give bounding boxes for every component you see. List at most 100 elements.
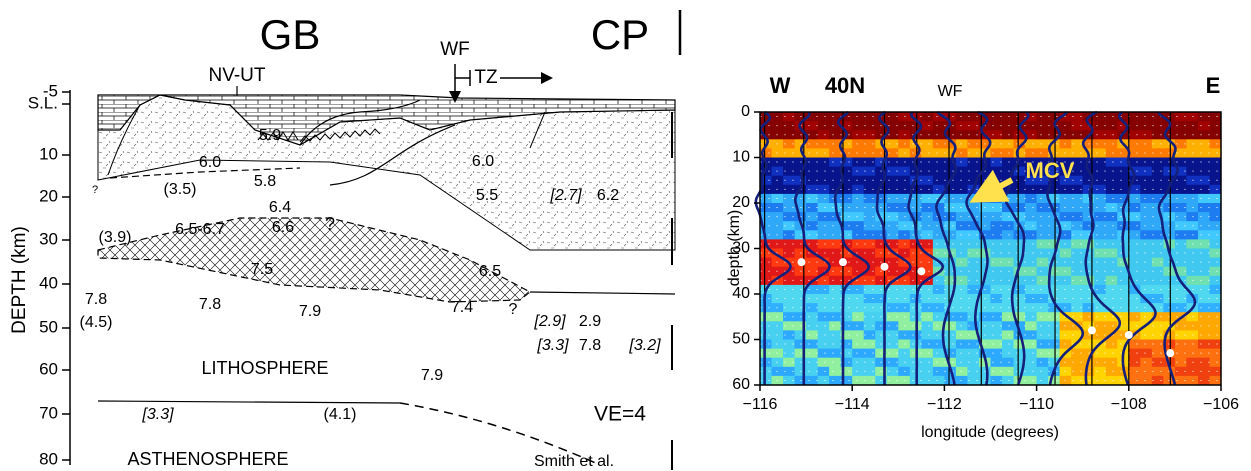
heat-cell: [1197, 321, 1210, 331]
heat-cell: [852, 266, 865, 277]
heat-cell: [863, 184, 876, 195]
heat-cell: [840, 139, 853, 149]
heat-cell: [990, 112, 1003, 122]
heat-cell: [1209, 148, 1222, 158]
heat-cell: [944, 321, 957, 331]
heat-cell: [1128, 148, 1141, 158]
heat-cell: [1094, 203, 1107, 213]
heat-cell: [1048, 266, 1061, 277]
lab-boundary: [97, 400, 401, 404]
heat-cell: [829, 284, 842, 295]
heat-cell: [840, 294, 853, 304]
heat-cell: [909, 193, 922, 204]
heat-cell: [863, 266, 876, 277]
heat-cell: [886, 348, 899, 359]
heat-cell: [967, 157, 980, 168]
heat-cell: [1151, 284, 1164, 295]
heat-cell: [967, 221, 980, 231]
heat-cell: [829, 230, 842, 240]
heat-cell: [783, 375, 796, 386]
heat-cell: [1117, 303, 1130, 313]
heat-cell: [921, 139, 934, 149]
heat-cell: [760, 357, 773, 368]
heat-cell: [863, 203, 876, 213]
heat-cell: [932, 184, 945, 195]
heat-cell: [829, 357, 842, 368]
heat-cell: [1174, 239, 1187, 249]
peak-dot: [917, 267, 926, 276]
detachment: [257, 128, 381, 143]
heat-cell: [932, 312, 945, 322]
heat-cell: [1048, 221, 1061, 231]
heat-cell: [1071, 366, 1084, 377]
heat-cell: [990, 366, 1003, 377]
heat-cell: [1105, 212, 1118, 222]
y-tick-label: 60: [732, 376, 750, 393]
heat-cell: [1048, 339, 1061, 350]
heat-cell: [1036, 294, 1049, 304]
heat-cell: [1151, 157, 1164, 168]
fault: [107, 104, 141, 176]
velocity-label: 6.2: [597, 187, 619, 204]
heat-cell: [1013, 148, 1026, 158]
heat-cell: [1071, 303, 1084, 313]
y-tick-label: 40: [732, 285, 750, 302]
heat-cell: [1036, 266, 1049, 277]
heat-cell: [1094, 175, 1107, 186]
peak-dot: [1166, 349, 1175, 358]
trace: [793, 111, 831, 385]
heat-cell: [1197, 375, 1210, 386]
heat-cell: [1209, 275, 1222, 286]
velocity-label: 6.0: [472, 153, 494, 170]
y-axis-label: depth (km): [726, 210, 743, 286]
heat-cell: [1117, 166, 1130, 177]
heat-cell: [944, 230, 957, 240]
heat-cell: [1128, 366, 1141, 377]
heat-cell: [1209, 366, 1222, 377]
heat-cell: [1025, 184, 1038, 195]
heat-cell: [1071, 175, 1084, 186]
heat-cell: [783, 166, 796, 177]
heat-cell: [1025, 257, 1038, 268]
heat-cell: [1209, 139, 1222, 149]
heat-cell: [783, 348, 796, 359]
y-tick-label: 30: [732, 240, 750, 257]
heat-cell: [886, 266, 899, 277]
heat-cell: [760, 175, 773, 186]
heat-cell: [1071, 203, 1084, 213]
heat-cell: [1036, 275, 1049, 286]
x-tick-label: −108: [1111, 396, 1147, 413]
heat-cell: [1094, 275, 1107, 286]
heat-cell: [817, 184, 830, 195]
heat-cell: [1105, 148, 1118, 158]
heat-cell: [967, 248, 980, 259]
boundary: [109, 167, 301, 179]
trace: [1045, 111, 1085, 386]
heat-cell: [1071, 321, 1084, 331]
heat-cell: [783, 203, 796, 213]
heat-cell: [1197, 193, 1210, 204]
heat-cell: [944, 184, 957, 195]
heat-cell: [1048, 321, 1061, 331]
heat-cell: [829, 330, 842, 340]
heat-cell: [1128, 230, 1141, 240]
heat-cell: [1140, 184, 1153, 195]
heat-cell: [967, 366, 980, 377]
heat-cell: [1197, 357, 1210, 368]
heat-cell: [1071, 221, 1084, 231]
heat-cell: [1140, 121, 1153, 131]
heat-cell: [1128, 303, 1141, 313]
moho: [529, 291, 676, 295]
heat-cell: [990, 239, 1003, 249]
velocity-label: ?: [509, 301, 518, 318]
heat-cell: [990, 130, 1003, 140]
heat-cell: [1025, 303, 1038, 313]
heat-cell: [1128, 294, 1141, 304]
heat-cell: [806, 121, 819, 131]
heat-cell: [1174, 230, 1187, 240]
heat-cell: [932, 166, 945, 177]
heat-cell: [886, 239, 899, 249]
trace: [754, 110, 792, 385]
heat-cell: [806, 294, 819, 304]
heat-cell: [967, 112, 980, 122]
